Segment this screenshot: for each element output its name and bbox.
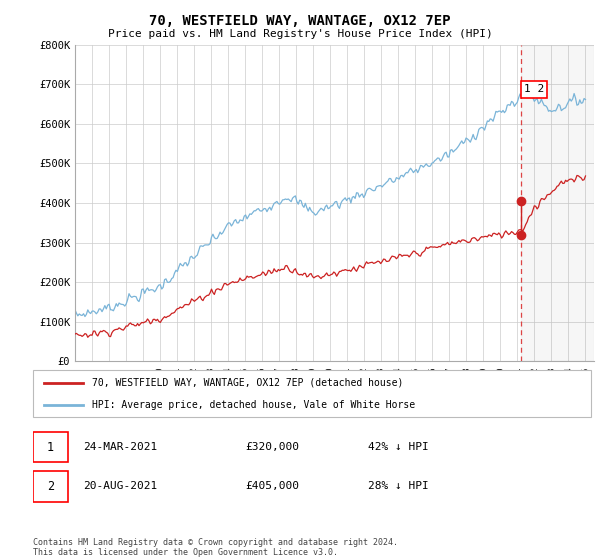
Text: £405,000: £405,000 (245, 482, 299, 491)
Text: 70, WESTFIELD WAY, WANTAGE, OX12 7EP: 70, WESTFIELD WAY, WANTAGE, OX12 7EP (149, 14, 451, 28)
Text: £320,000: £320,000 (245, 442, 299, 452)
Text: 24-MAR-2021: 24-MAR-2021 (83, 442, 157, 452)
Text: 42% ↓ HPI: 42% ↓ HPI (368, 442, 428, 452)
Text: 28% ↓ HPI: 28% ↓ HPI (368, 482, 428, 491)
Text: HPI: Average price, detached house, Vale of White Horse: HPI: Average price, detached house, Vale… (92, 400, 415, 410)
Text: 20-AUG-2021: 20-AUG-2021 (83, 482, 157, 491)
Text: Price paid vs. HM Land Registry's House Price Index (HPI): Price paid vs. HM Land Registry's House … (107, 29, 493, 39)
Text: 1: 1 (47, 441, 54, 454)
Bar (521, 45, 594, 361)
Text: 2: 2 (47, 480, 54, 493)
Text: Contains HM Land Registry data © Crown copyright and database right 2024.
This d: Contains HM Land Registry data © Crown c… (33, 538, 398, 557)
Bar (33, 471, 68, 502)
Text: 70, WESTFIELD WAY, WANTAGE, OX12 7EP (detached house): 70, WESTFIELD WAY, WANTAGE, OX12 7EP (de… (92, 378, 403, 388)
Text: 1 2: 1 2 (524, 84, 544, 94)
Bar (33, 432, 68, 463)
